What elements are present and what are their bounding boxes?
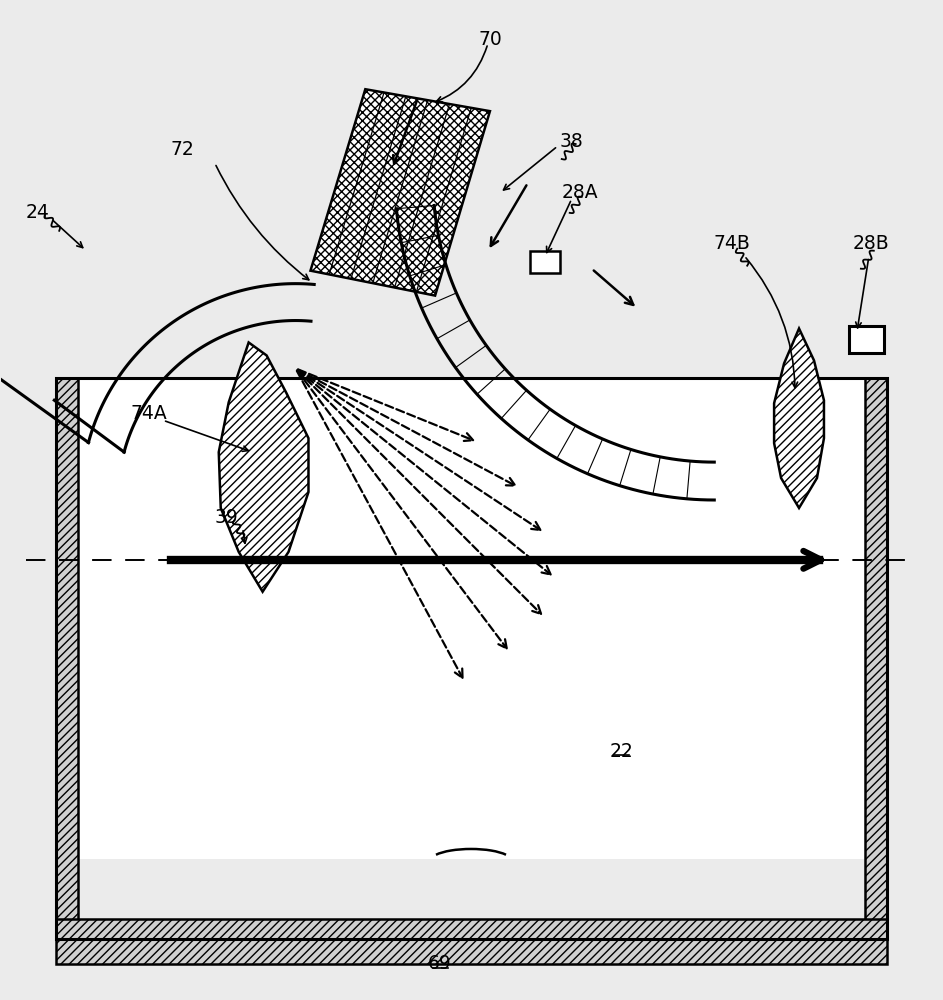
Text: 24: 24	[25, 203, 49, 222]
Bar	[530, 251, 560, 273]
Text: 28B: 28B	[852, 234, 889, 253]
Text: 70: 70	[478, 30, 502, 49]
Polygon shape	[219, 342, 308, 592]
Bar	[78, 378, 865, 859]
Text: 74B: 74B	[714, 234, 751, 253]
Text: 39: 39	[215, 508, 239, 527]
Polygon shape	[310, 89, 490, 296]
Text: 72: 72	[171, 140, 194, 159]
Polygon shape	[774, 329, 824, 508]
Bar	[865, 378, 886, 939]
Bar	[57, 919, 886, 964]
Text: 28A: 28A	[561, 183, 598, 202]
Bar	[849, 326, 884, 353]
Text: 74A: 74A	[130, 404, 167, 423]
Text: 22: 22	[610, 742, 634, 761]
Text: 38: 38	[560, 132, 584, 151]
Text: 69: 69	[428, 954, 452, 973]
Bar	[57, 378, 78, 939]
Bar	[57, 378, 886, 939]
